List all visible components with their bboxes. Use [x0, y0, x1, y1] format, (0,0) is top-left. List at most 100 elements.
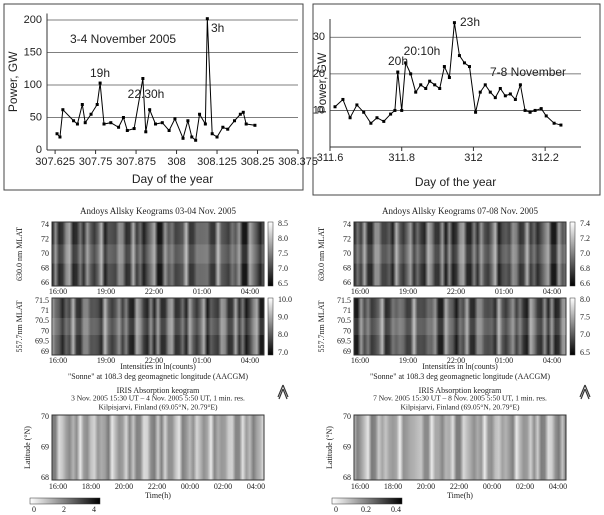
- data-point: [132, 127, 136, 131]
- y-tick-label: 71.5: [35, 296, 49, 305]
- x-tick-label: 02:00: [214, 482, 232, 491]
- colorbar-label: 7.0: [580, 330, 590, 339]
- data-point: [523, 108, 527, 112]
- data-point: [80, 103, 84, 106]
- y-tick-label: 10: [313, 104, 325, 116]
- x-tick-label: 19:00: [97, 356, 115, 365]
- colorbar-label: 0.4: [391, 505, 401, 514]
- x-tick-label: 311.6: [317, 152, 344, 164]
- colorbar-label: 8.0: [278, 234, 288, 243]
- y-axis-label: Latitude (°N): [325, 426, 334, 469]
- keogram-band: [354, 317, 566, 336]
- data-point: [167, 129, 171, 132]
- panel-frame: [312, 3, 601, 196]
- x-axis-label: Day of the year: [132, 172, 213, 186]
- data-point: [83, 121, 87, 125]
- colorbar-label: 9.0: [278, 312, 288, 321]
- data-point: [348, 116, 352, 120]
- data-point: [244, 122, 248, 126]
- y-axis-label: 557.7nm MLAT: [15, 300, 24, 352]
- x-tick-label: 16:00: [49, 287, 67, 296]
- y-tick-label: 66: [343, 278, 351, 287]
- data-point: [447, 76, 451, 80]
- data-point: [409, 72, 413, 76]
- x-axis-label: Day of the year: [415, 175, 496, 189]
- x-tick-label: 22:00: [447, 356, 465, 365]
- annotation: 7-8 November: [490, 65, 566, 79]
- iris-subtitle: Kilpisjarvi, Finland (69.05°N, 20.79°E): [98, 403, 218, 412]
- data-point: [474, 110, 478, 114]
- colorbar-label: 6.5: [278, 279, 288, 288]
- x-tick-label: 22:00: [148, 482, 166, 491]
- data-point: [173, 117, 177, 121]
- annotation: 22.30h: [128, 87, 165, 101]
- data-point: [404, 61, 408, 65]
- y-tick-label: 68: [343, 263, 351, 272]
- keogram-image: [353, 297, 567, 356]
- data-point: [442, 65, 446, 69]
- data-point: [226, 127, 230, 131]
- colorbar-label: 8.0: [278, 330, 288, 339]
- colorbar: [267, 221, 274, 287]
- y-tick-label: 70: [41, 326, 49, 335]
- data-point: [369, 121, 373, 125]
- data-point: [160, 121, 164, 125]
- y-tick-label: 70.5: [35, 316, 49, 325]
- x-axis-label: Time(h): [145, 491, 171, 500]
- data-point: [89, 112, 93, 116]
- y-tick-label: 20: [313, 68, 325, 80]
- iris-title: IRIS Absorption keogram: [419, 386, 502, 395]
- annotation: 20:10h: [404, 44, 441, 58]
- data-point: [55, 132, 59, 136]
- data-point: [433, 83, 437, 87]
- data-point: [341, 97, 345, 101]
- iris-title: IRIS Absorption keogram: [117, 386, 200, 395]
- y-tick-label: 71: [343, 306, 351, 315]
- iris-subtitle: 3 Nov. 2005 15:30 UT – 4 Nov. 2005 5:50 …: [71, 394, 245, 403]
- data-point: [144, 130, 148, 134]
- colorbar-label: 7.0: [580, 249, 590, 258]
- data-point: [102, 122, 106, 126]
- y-axis-label: 557.7nm MLAT: [317, 300, 326, 352]
- sun-icon: [277, 384, 289, 400]
- colorbar-label: 6.6: [580, 279, 590, 288]
- note: Intensities in ln(counts): [422, 362, 498, 371]
- data-point: [513, 97, 517, 101]
- x-tick-label: 19:00: [399, 287, 417, 296]
- keogram-band: [354, 244, 566, 264]
- x-tick-label: 311.8: [388, 152, 415, 164]
- y-tick-label: 100: [24, 79, 42, 91]
- data-point: [194, 138, 198, 142]
- data-point: [457, 54, 461, 58]
- x-tick-label: 16:00: [351, 356, 369, 365]
- data-point: [153, 122, 157, 126]
- x-tick-label: 22:00: [450, 482, 468, 491]
- x-tick-label: 308: [167, 156, 185, 168]
- colorbar: [569, 297, 576, 356]
- x-tick-label: 04:00: [241, 287, 259, 296]
- x-tick-label: 04:00: [549, 482, 567, 491]
- y-tick-label: 70: [343, 249, 351, 258]
- data-point: [428, 79, 432, 83]
- y-axis-label: Power, GW: [6, 51, 20, 112]
- y-tick-label: 74: [343, 220, 351, 229]
- keogram-image: [353, 221, 567, 287]
- x-tick-label: 16:00: [351, 482, 369, 491]
- sun-icon: [579, 384, 591, 400]
- colorbar-label: 7.5: [278, 249, 288, 258]
- y-tick-label: 50: [30, 111, 42, 123]
- x-tick-label: 18:00: [384, 482, 402, 491]
- data-point: [452, 21, 456, 25]
- y-tick-label: 69: [41, 347, 49, 356]
- keogram-band: [52, 244, 264, 264]
- x-tick-label: 04:00: [241, 356, 259, 365]
- x-tick-label: 16:00: [49, 356, 67, 365]
- keogram-image: [353, 414, 567, 481]
- data-point: [396, 70, 400, 74]
- colorbar-label: 6.5: [580, 348, 590, 357]
- data-point: [518, 83, 522, 87]
- y-tick-label: 68: [41, 473, 49, 482]
- y-tick-label: 72: [41, 234, 49, 243]
- y-tick-label: 70: [41, 412, 49, 421]
- data-point: [493, 96, 497, 100]
